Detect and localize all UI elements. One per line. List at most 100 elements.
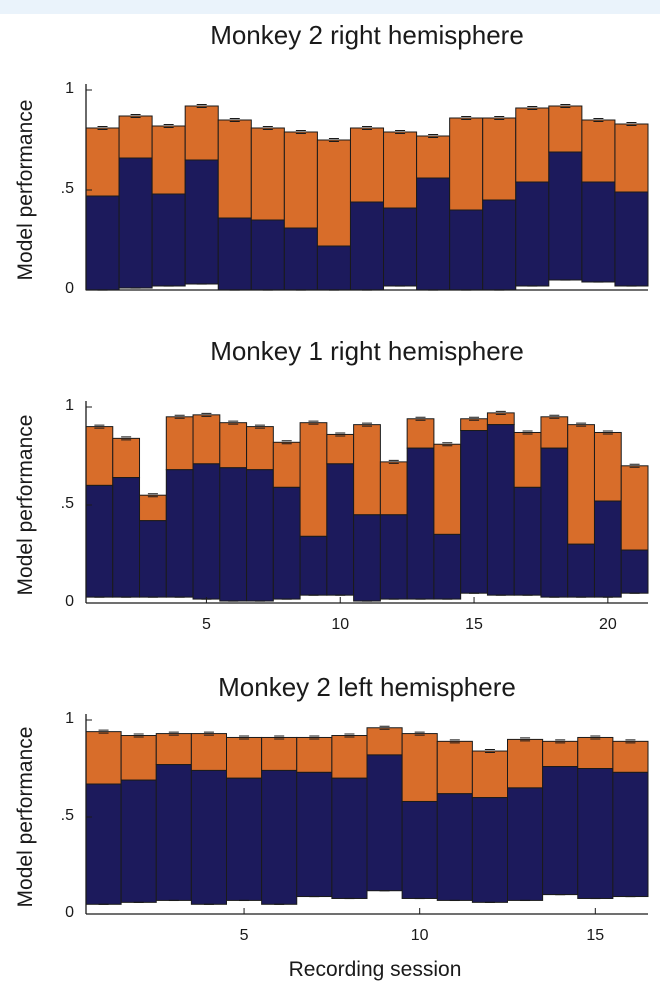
bar-segment-dark xyxy=(217,217,252,291)
error-bar-top xyxy=(555,739,566,744)
bar-segment-orange xyxy=(401,733,438,802)
y-axis-label: Model performance xyxy=(14,100,37,281)
bar-segment-orange xyxy=(436,740,473,795)
bar-segment-orange xyxy=(416,135,451,179)
error-bar-top xyxy=(593,118,604,122)
bar-segment-orange xyxy=(120,735,157,781)
x-tick-label: 15 xyxy=(465,616,483,633)
bar-segment-dark xyxy=(366,754,403,892)
error-bar-top xyxy=(520,737,531,742)
error-bar-top xyxy=(362,422,372,427)
error-bar-top xyxy=(281,440,292,445)
bar-segment-dark xyxy=(577,768,614,899)
bar-segment-orange xyxy=(612,740,649,773)
bar-segment-dark xyxy=(85,484,114,598)
chart-panel-1: Monkey 2 right hemisphere Model performan… xyxy=(14,20,649,297)
bar-segment-dark xyxy=(316,245,351,291)
bar-segment-orange xyxy=(155,733,192,766)
bar-segment-dark xyxy=(184,159,219,285)
bar-segment-dark xyxy=(219,467,248,602)
bar-segment-dark xyxy=(283,227,318,291)
bar-segment-dark xyxy=(379,514,408,600)
x-tick-label: 20 xyxy=(599,616,617,633)
bar-segment-dark xyxy=(513,486,542,596)
x-tick-label: 5 xyxy=(240,927,249,944)
bar-segment-dark xyxy=(515,181,550,287)
x-tick-label: 10 xyxy=(411,927,429,944)
error-bar-top xyxy=(494,116,505,120)
error-bar-top xyxy=(495,410,506,415)
y-tick-label: .5 xyxy=(61,807,74,824)
error-bar-top xyxy=(379,725,390,730)
bar-segment-orange xyxy=(217,119,252,219)
bar-segment-dark xyxy=(383,207,418,287)
y-tick-label: 0 xyxy=(65,593,74,610)
bar-segment-dark xyxy=(401,800,438,899)
error-bar-top xyxy=(228,420,239,425)
bar-segment-orange xyxy=(85,127,120,197)
error-bar-top xyxy=(560,104,571,108)
bar-segment-orange xyxy=(283,131,318,229)
bar-segment-dark xyxy=(612,771,649,898)
chart-panel-3: Monkey 2 left hemisphere Model performanc… xyxy=(14,672,649,981)
bar-segment-orange xyxy=(567,424,595,545)
bar-segment-orange xyxy=(383,131,418,209)
bar-segment-orange xyxy=(433,443,462,535)
y-tick-label: 0 xyxy=(65,280,74,297)
x-tick-label: 15 xyxy=(586,927,604,944)
error-bar-top xyxy=(168,731,179,736)
error-bar-top xyxy=(576,422,587,427)
error-bar-top xyxy=(98,729,109,734)
bar-segment-orange xyxy=(165,416,194,471)
bar-segment-dark xyxy=(460,430,488,594)
bar-segment-dark xyxy=(507,787,544,901)
error-bar-top xyxy=(461,116,472,120)
bar-segment-orange xyxy=(246,426,274,471)
error-bar-top xyxy=(121,436,132,441)
error-bar-top xyxy=(428,134,439,138)
bar-segment-orange xyxy=(326,433,355,465)
error-bar-top xyxy=(239,735,250,740)
error-bar-top xyxy=(625,739,636,744)
bar-segment-dark xyxy=(353,514,381,602)
bar-segment-orange xyxy=(406,418,435,449)
bar-segment-orange xyxy=(112,437,141,479)
error-bar-top xyxy=(344,733,355,738)
bar-segment-dark xyxy=(416,177,451,291)
error-bar-top xyxy=(97,126,108,130)
bar-segment-dark xyxy=(85,195,120,291)
bar-segment-orange xyxy=(219,422,248,469)
x-axis-label: Recording session xyxy=(289,958,462,981)
error-bar-top xyxy=(309,735,320,740)
error-bar-top xyxy=(527,106,538,110)
panel-title: Monkey 2 right hemisphere xyxy=(210,20,524,50)
y-axis-label: Model performance xyxy=(14,727,37,908)
error-bar-top xyxy=(335,432,346,437)
bar-segment-orange xyxy=(184,105,219,161)
bar-segment-orange xyxy=(513,431,542,488)
y-tick-label: 1 xyxy=(65,710,74,727)
x-tick-label: 10 xyxy=(331,616,349,633)
bar-segment-dark xyxy=(120,779,157,903)
error-bar-top xyxy=(147,493,158,498)
error-bar-top xyxy=(388,459,399,464)
bar-segment-orange xyxy=(118,115,153,159)
bar-segment-orange xyxy=(548,105,583,153)
bar-segment-orange xyxy=(366,727,403,756)
x-tick-label: 5 xyxy=(202,616,211,633)
bar-segment-dark xyxy=(593,500,622,598)
bar-segment-dark xyxy=(406,447,435,600)
bar-segment-dark xyxy=(190,769,227,905)
bar-segment-orange xyxy=(85,426,114,486)
bar-segment-orange xyxy=(261,736,298,771)
panel-title: Monkey 2 left hemisphere xyxy=(218,672,516,702)
y-tick-label: 1 xyxy=(65,397,74,414)
error-bar-top xyxy=(590,735,601,740)
bar-segment-orange xyxy=(190,733,227,771)
error-bar-top xyxy=(254,424,265,429)
bar-segment-dark xyxy=(614,191,649,287)
error-bar-top xyxy=(262,126,273,130)
error-bar-top xyxy=(130,114,141,118)
bar-segment-dark xyxy=(326,463,355,596)
bar-segment-dark xyxy=(151,193,186,287)
